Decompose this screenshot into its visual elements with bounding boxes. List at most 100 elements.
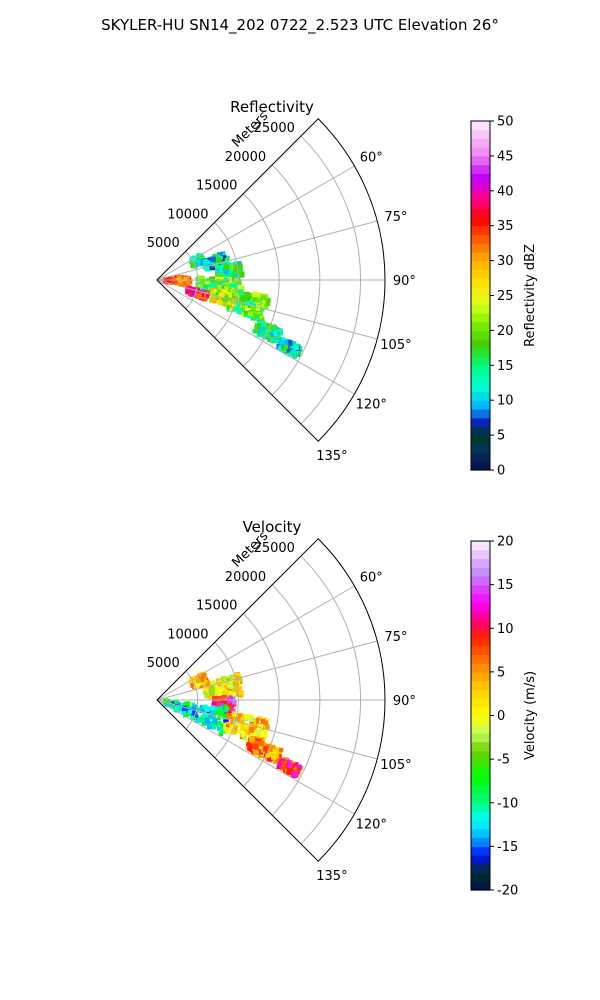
sector-frame: [156, 538, 386, 862]
echo-cell: [223, 264, 230, 270]
echo-cell: [222, 290, 228, 296]
echo-cell: [261, 742, 267, 749]
colorbar-band: [471, 724, 490, 734]
echo-cell: [256, 730, 263, 736]
azimuth-tick-label: 60°: [360, 570, 383, 585]
echo-cell: [262, 300, 266, 304]
colorbar-band: [471, 706, 490, 717]
echo-cell: [248, 311, 253, 316]
colorbar-band: [471, 732, 490, 743]
azimuth-tick-label: 75°: [384, 210, 407, 225]
colorbar-band: [471, 208, 490, 218]
echo-cell: [226, 723, 230, 728]
colorbar-band: [471, 391, 490, 401]
echo-cell: [221, 297, 227, 303]
colorbar-band: [471, 278, 490, 288]
colorbar-band: [471, 173, 490, 183]
echo-cell: [205, 681, 211, 687]
range-tick-label: 15000: [196, 599, 237, 614]
colorbar-band: [471, 225, 490, 236]
range-tick-label: 20000: [225, 570, 266, 585]
echo-cell: [185, 282, 191, 287]
echo-cell: [274, 751, 278, 756]
echo-cell: [257, 302, 262, 307]
echo-cell: [235, 301, 241, 307]
echo-cell: [204, 691, 208, 695]
echo-cell: [252, 732, 259, 738]
colorbar-band: [471, 443, 490, 454]
colorbar-band: [471, 549, 490, 560]
colorbar-band: [471, 400, 490, 410]
echo-cell: [210, 288, 216, 294]
echo-cell: [199, 708, 205, 714]
echo-cell: [218, 300, 223, 305]
colorbar-band: [471, 356, 490, 366]
echo-cell: [179, 281, 185, 287]
colorbar-band: [471, 541, 490, 551]
range-tick-label: 25000: [254, 121, 295, 136]
colorbar-band: [471, 610, 490, 621]
echo-cell: [239, 269, 243, 274]
echo-cell: [249, 718, 253, 723]
echo-cell: [217, 281, 221, 285]
echo-cell: [214, 289, 220, 295]
colorbar-tick-label: 5: [497, 429, 505, 444]
echo-cell: [231, 272, 237, 278]
echo-cell: [178, 278, 183, 284]
echo-cell: [195, 293, 202, 300]
echo-cell: [260, 718, 266, 724]
echo-cell: [199, 292, 205, 297]
echo-cell: [263, 304, 269, 310]
colorbar-band: [471, 619, 490, 629]
echo-cell: [277, 762, 283, 767]
echo-cell: [232, 303, 236, 307]
echo-cell: [181, 709, 187, 715]
echo-cell: [290, 349, 297, 355]
echo-cell: [277, 329, 282, 334]
echo-cell: [197, 260, 203, 267]
colorbar-tick-label: 35: [497, 219, 514, 234]
echo-cell: [217, 716, 221, 721]
echo-cell: [252, 296, 258, 303]
colorbar-band: [471, 435, 490, 445]
colorbar-band: [471, 567, 490, 577]
echo-cell: [242, 736, 246, 741]
colorbar-tick-label: 15: [497, 359, 514, 374]
echo-cell: [216, 696, 222, 702]
colorbar-band: [471, 680, 490, 690]
azimuth-spoke: [156, 640, 378, 701]
echo-cell: [227, 677, 233, 683]
colorbar-band: [471, 863, 490, 874]
echo-cell: [191, 682, 196, 687]
colorbar-band: [471, 636, 490, 647]
echo-cell: [257, 716, 262, 721]
echo-cell: [255, 314, 260, 319]
colorbar-band: [471, 286, 490, 297]
echo-cell: [277, 345, 284, 351]
colorbar-tick-label: 45: [497, 149, 514, 164]
echo-cell: [269, 748, 273, 752]
echo-cell: [211, 682, 215, 686]
polar-grid: [156, 135, 385, 425]
echo-cell: [244, 738, 248, 742]
azimuth-spoke: [156, 165, 355, 281]
echo-cell: [226, 271, 232, 277]
echo-cell: [267, 757, 272, 762]
echo-cell: [258, 745, 263, 750]
echo-cell: [217, 721, 222, 726]
echo-cell: [240, 720, 245, 725]
echo-cell: [193, 704, 198, 709]
echo-cell: [208, 260, 213, 265]
echo-cell: [233, 305, 240, 312]
range-tick-label: 25000: [254, 541, 295, 556]
echo-cell: [276, 334, 281, 340]
colorbar-band: [471, 654, 490, 664]
echo-cell: [237, 289, 244, 296]
echo-cell: [281, 758, 286, 763]
echo-cell: [227, 713, 232, 717]
colorbar-band: [471, 164, 490, 174]
echo-cell: [194, 707, 201, 713]
echo-cell: [240, 726, 245, 731]
echo-cell: [223, 267, 229, 274]
echo-cell: [283, 340, 289, 345]
